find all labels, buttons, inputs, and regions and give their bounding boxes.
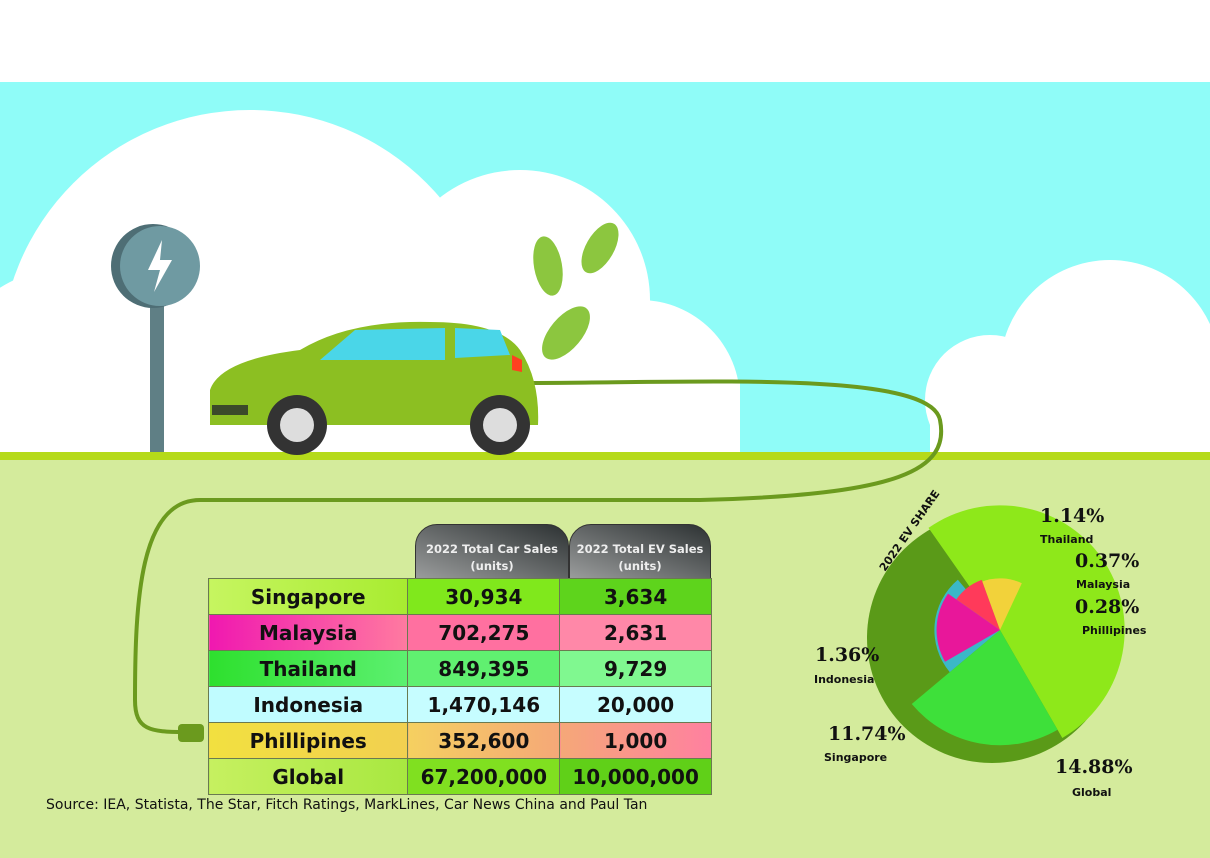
table-row: Global 67,200,000 10,000,000 xyxy=(207,758,712,795)
table-row: Malaysia 702,275 2,631 xyxy=(207,614,712,651)
car-sales-cell: 67,200,000 xyxy=(407,758,561,795)
leaf-icons xyxy=(533,222,619,360)
plug-icon xyxy=(178,724,204,742)
slice-singapore xyxy=(911,630,1058,746)
table-row: Singapore 30,934 3,634 xyxy=(207,578,712,615)
slice-global xyxy=(928,505,1125,738)
source-note: Source: IEA, Statista, The Star, Fitch R… xyxy=(46,797,648,813)
car-sales-cell: 702,275 xyxy=(407,614,561,651)
grass-line xyxy=(0,452,1210,460)
category-label-global: Global xyxy=(1072,786,1112,799)
pct-label-global: 14.88% xyxy=(1055,756,1133,778)
country-cell: Thailand xyxy=(207,650,409,687)
header-ev-sales: 2022 Total EV Sales (units) xyxy=(569,524,711,579)
country-cell: Phillipines xyxy=(207,722,409,759)
sales-table: Singapore 30,934 3,634 Malaysia 702,275 2,631… xyxy=(207,578,712,795)
category-label-phillipines: Phillipines xyxy=(1082,624,1147,637)
ev-sales-cell: 9,729 xyxy=(559,650,712,687)
country-cell: Singapore xyxy=(207,578,409,615)
ev-sales-cell: 20,000 xyxy=(559,686,712,723)
pct-label-thailand: 1.14% xyxy=(1040,505,1105,527)
category-label-singapore: Singapore xyxy=(824,751,888,764)
country-cell: Global xyxy=(207,758,409,795)
car-sales-cell: 1,470,146 xyxy=(407,686,561,723)
car-icon xyxy=(210,321,539,455)
pct-label-phillipines: 0.28% xyxy=(1075,596,1140,618)
category-label-indonesia: Indonesia xyxy=(814,673,875,686)
country-cell: Malaysia xyxy=(207,614,409,651)
table-row: Indonesia 1,470,146 20,000 xyxy=(207,686,712,723)
slice-thailand xyxy=(936,593,1000,662)
charging-cable xyxy=(132,379,944,734)
category-label-malaysia: Malaysia xyxy=(1076,578,1131,591)
slice-malaysia xyxy=(956,579,1000,630)
slice-phillipines xyxy=(982,578,1022,630)
car-sales-cell: 30,934 xyxy=(407,578,561,615)
car-sales-cell: 849,395 xyxy=(407,650,561,687)
category-label-thailand: Thailand xyxy=(1040,533,1094,546)
pct-label-malaysia: 0.37% xyxy=(1075,550,1140,572)
pct-label-indonesia: 1.36% xyxy=(815,644,880,666)
ev-sales-cell: 10,000,000 xyxy=(559,758,712,795)
ev-share-chart xyxy=(867,505,1125,763)
pct-label-singapore: 11.74% xyxy=(828,723,906,745)
table-row: Phillipines 352,600 1,000 xyxy=(207,722,712,759)
table-row: Thailand 849,395 9,729 xyxy=(207,650,712,687)
header-car-sales: 2022 Total Car Sales (units) xyxy=(415,524,569,579)
country-cell: Indonesia xyxy=(207,686,409,723)
car-sales-cell: 352,600 xyxy=(407,722,561,759)
ev-sales-cell: 1,000 xyxy=(559,722,712,759)
charging-sign-icon xyxy=(111,224,200,452)
ev-sales-cell: 2,631 xyxy=(559,614,712,651)
ev-sales-cell: 3,634 xyxy=(559,578,712,615)
